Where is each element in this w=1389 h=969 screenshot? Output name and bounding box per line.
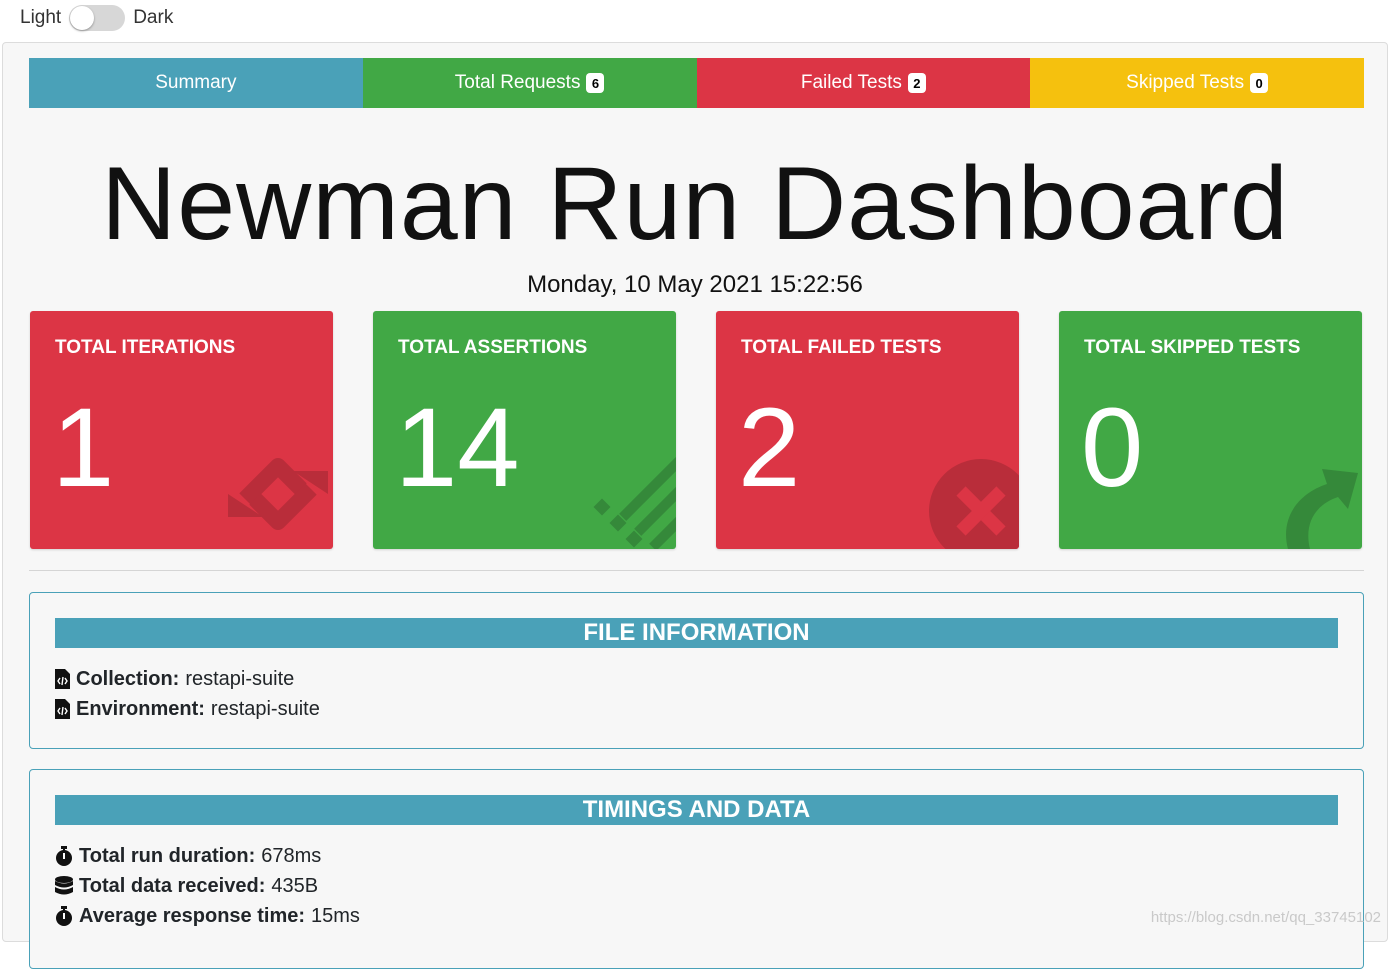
environment-row: Environment: restapi-suite [55,694,1363,724]
duration-value: 678ms [261,844,322,867]
nav-tabs: Summary Total Requests 6 Failed Tests 2 … [29,58,1364,108]
duration-row: Total run duration: 678ms [55,841,1363,871]
tab-skipped-tests-label: Skipped Tests [1126,72,1245,93]
environment-value: restapi-suite [210,697,320,720]
file-code-icon [55,699,70,719]
stat-value: 0 [1081,385,1144,510]
stat-label: TOTAL ASSERTIONS [398,337,588,358]
theme-toggle: Light Dark [20,4,173,32]
tab-failed-tests-label: Failed Tests [800,72,902,93]
stopwatch-icon [56,906,72,926]
file-information-panel: FILE INFORMATION Collection: restapi-sui… [29,592,1364,749]
total-requests-badge: 6 [586,73,605,93]
list-check-icon [593,457,676,549]
switch-knob[interactable] [70,6,95,30]
page-title: Newman Run Dashboard [101,146,1289,262]
avg-response-row: Average response time: 15ms [55,901,1363,931]
data-received-value: 435B [271,874,319,897]
collection-value: restapi-suite [185,667,295,690]
tab-summary[interactable]: Summary [29,58,363,108]
tab-summary-label: Summary [155,72,237,93]
data-received-label: Total data received: [79,874,266,897]
stat-card-failed: TOTAL FAILED TESTS 2 [716,311,1019,549]
skipped-tests-badge: 0 [1250,73,1269,93]
times-circle-icon [929,459,1019,549]
data-received-row: Total data received: 435B [55,871,1363,901]
share-arrow-icon [1286,469,1358,549]
duration-label: Total run duration: [79,844,256,867]
collection-label: Collection: [76,667,180,690]
stat-label: TOTAL FAILED TESTS [741,337,942,358]
stat-card-iterations: TOTAL ITERATIONS 1 [30,311,333,549]
tab-skipped-tests[interactable]: Skipped Tests 0 [1030,58,1364,108]
watermark: https://blog.csdn.net/qq_33745102 [1150,909,1381,926]
environment-label: Environment: [76,697,205,720]
light-label: Light [20,7,62,28]
stat-card-skipped: TOTAL SKIPPED TESTS 0 [1059,311,1362,549]
stat-card-assertions: TOTAL ASSERTIONS 14 [373,311,676,549]
collection-row: Collection: restapi-suite [55,664,1363,694]
avg-response-label: Average response time: [79,904,306,927]
stat-value: 2 [738,385,801,510]
stat-label: TOTAL ITERATIONS [55,337,236,358]
section-divider [29,570,1364,571]
stopwatch-icon [56,846,72,866]
stat-value: 14 [395,385,520,510]
tab-failed-tests[interactable]: Failed Tests 2 [696,58,1031,108]
stat-value: 1 [52,385,115,510]
tab-total-requests-label: Total Requests [454,72,581,93]
run-date: Monday, 10 May 2021 15:22:56 [527,271,863,298]
timings-header: TIMINGS AND DATA [55,795,1338,825]
file-code-icon [55,669,70,689]
avg-response-value: 15ms [311,904,360,927]
database-icon [55,876,73,895]
failed-tests-badge: 2 [907,73,926,93]
timings-panel: TIMINGS AND DATA Total run duration: 678… [29,769,1364,969]
tab-total-requests[interactable]: Total Requests 6 [362,58,697,108]
file-information-header: FILE INFORMATION [55,618,1338,648]
theme-switch[interactable] [69,5,126,31]
sync-icon [228,458,328,530]
stat-label: TOTAL SKIPPED TESTS [1084,337,1301,358]
dark-label: Dark [133,7,174,28]
dashboard-card: Summary Total Requests 6 Failed Tests 2 … [2,42,1388,969]
